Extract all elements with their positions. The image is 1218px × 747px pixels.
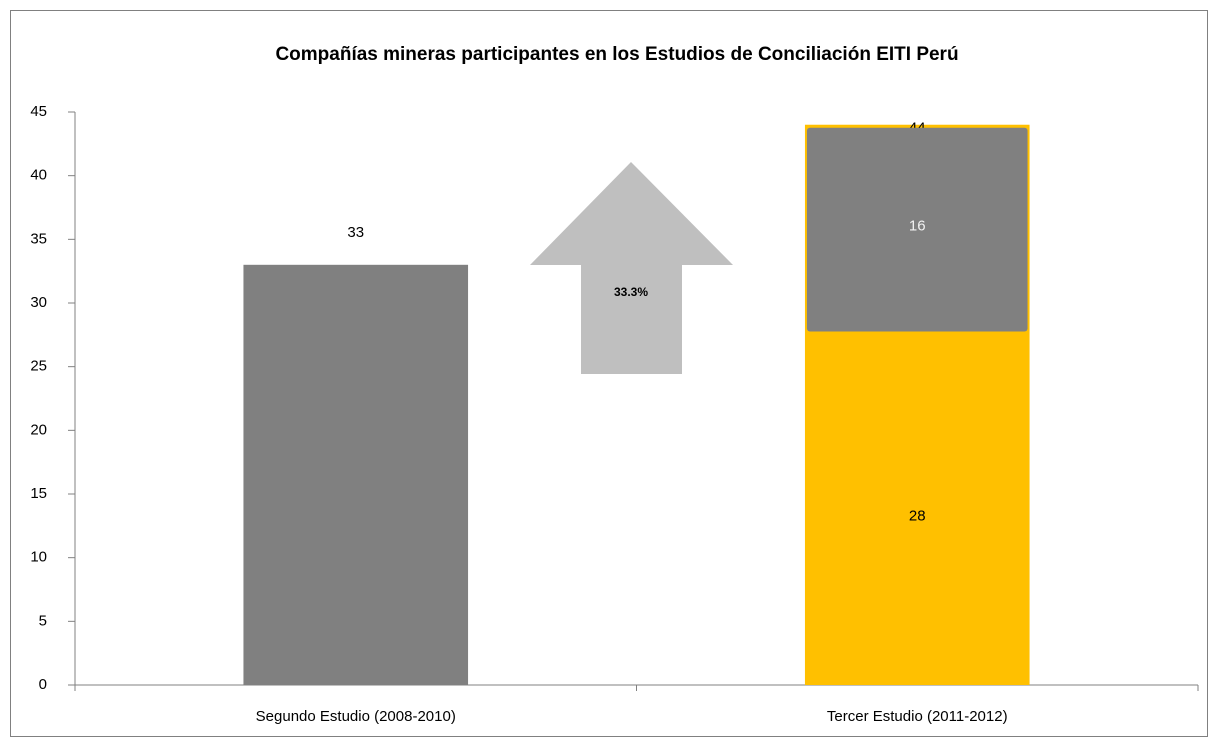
y-tick-label: 10	[30, 549, 47, 566]
y-tick-label: 30	[30, 294, 47, 311]
y-tick-label: 35	[30, 230, 47, 247]
y-tick-label: 15	[30, 485, 47, 502]
arrow-label: 33.3%	[614, 285, 648, 299]
y-tick-label: 5	[39, 612, 47, 629]
increase-arrow	[530, 162, 733, 374]
x-tick-label: Segundo Estudio (2008-2010)	[256, 708, 456, 725]
segment-label: 16	[909, 218, 926, 235]
bar	[243, 264, 469, 685]
y-tick-label: 0	[39, 676, 47, 693]
segment	[806, 127, 1028, 332]
y-tick-label: 20	[30, 421, 47, 438]
value-label: 33	[347, 224, 364, 241]
y-tick-label: 45	[30, 103, 47, 120]
y-tick-label: 40	[30, 167, 47, 184]
segment-label: 28	[909, 508, 926, 525]
chart-title: Compañías mineras participantes en los E…	[275, 44, 958, 65]
x-tick-label: Tercer Estudio (2011-2012)	[827, 708, 1008, 725]
y-tick-label: 25	[30, 358, 47, 375]
